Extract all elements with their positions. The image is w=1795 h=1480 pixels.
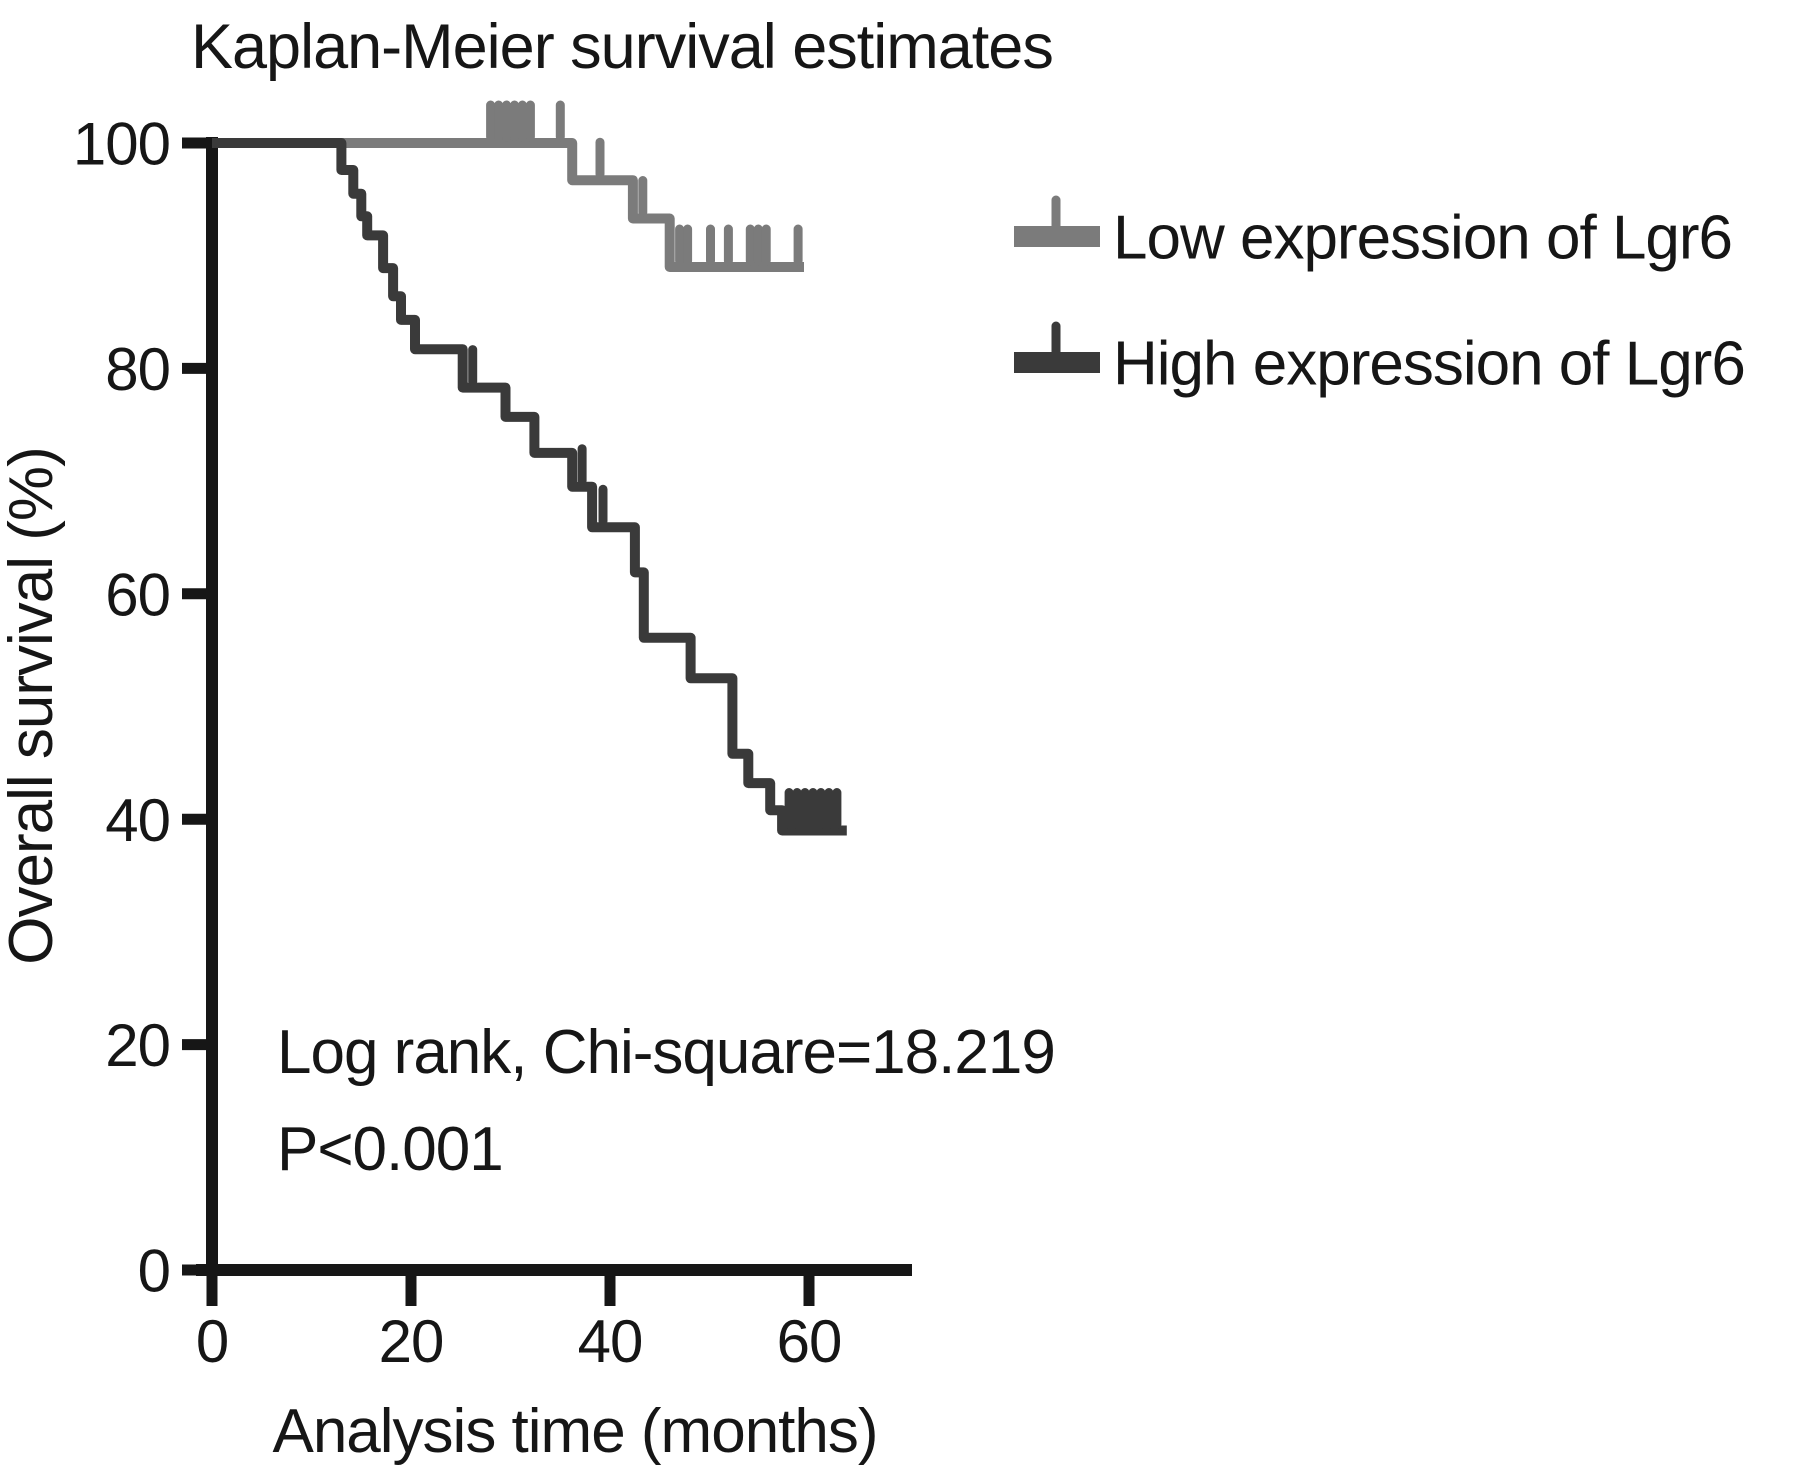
curves (212, 100, 847, 836)
x-tick-label: 0 (196, 1308, 228, 1375)
y-tick-label: 20 (105, 1012, 170, 1079)
x-tick-label: 40 (578, 1308, 643, 1375)
x-axis-ticks (206, 1270, 815, 1306)
chart-title: Kaplan-Meier survival estimates (191, 12, 1053, 82)
axes (182, 137, 912, 1306)
y-tick-label: 40 (105, 787, 170, 854)
x-tick-label: 20 (379, 1308, 444, 1375)
x-tick-label: 60 (777, 1308, 842, 1375)
legend: Low expression of Lgr6 High expression o… (1014, 195, 1746, 398)
low-curve-path (212, 138, 804, 272)
y-tick-label: 0 (138, 1238, 170, 1305)
y-tick-label: 80 (105, 336, 170, 403)
x-tick-labels: 0 20 40 60 (196, 1308, 843, 1375)
y-tick-label: 100 (73, 111, 170, 178)
x-axis-label: Analysis time (months) (272, 1397, 877, 1466)
legend-item-low: Low expression of Lgr6 (1014, 195, 1733, 272)
legend-item-high: High expression of Lgr6 (1014, 321, 1746, 398)
legend-label-high: High expression of Lgr6 (1113, 329, 1745, 398)
y-tick-labels: 0 20 40 60 80 100 (73, 111, 171, 1305)
stat-annotation-line1: Log rank, Chi-square=18.219 (277, 1018, 1055, 1087)
stat-annotation: Log rank, Chi-square=18.219 P<0.001 (277, 1018, 1056, 1184)
legend-swatch-low (1014, 226, 1100, 247)
high-curve-path (212, 138, 847, 836)
legend-label-low: Low expression of Lgr6 (1113, 203, 1732, 272)
y-axis-label: Overall survival (%) (0, 447, 66, 964)
high-curve-censor-ticks (468, 345, 842, 829)
legend-swatch-high (1014, 352, 1100, 373)
y-axis-ticks (182, 137, 213, 1276)
stat-annotation-line2: P<0.001 (277, 1115, 503, 1184)
y-tick-label: 60 (105, 561, 170, 628)
low-curve-censor-ticks (486, 100, 803, 266)
